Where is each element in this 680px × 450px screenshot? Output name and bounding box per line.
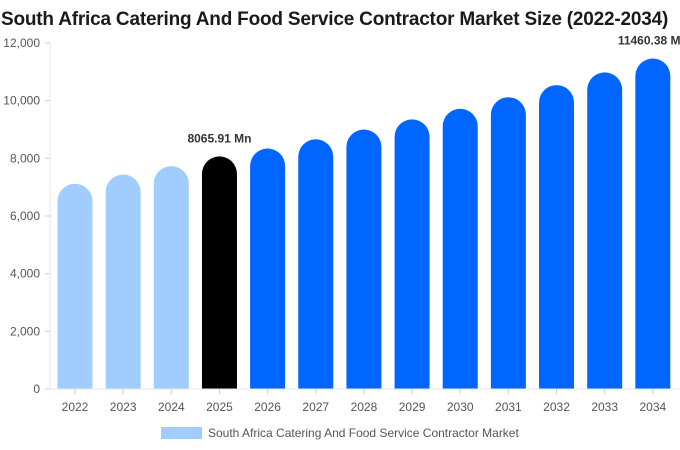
y-tick-label: 10,000 <box>3 94 40 108</box>
y-tick-label: 4,000 <box>10 267 40 281</box>
x-tick-label: 2034 <box>639 400 666 414</box>
y-tick-label: 6,000 <box>10 209 40 223</box>
data-label-2034: 11460.38 Mn <box>618 34 680 48</box>
bar-2029 <box>394 119 430 390</box>
y-tick-label: 2,000 <box>10 324 40 338</box>
bar-2026 <box>250 148 286 389</box>
bar-2024 <box>153 166 189 389</box>
y-tick-label: 12,000 <box>3 36 40 50</box>
data-labels: 8065.91 Mn 11460.38 Mn <box>187 34 680 146</box>
bar-2022 <box>57 183 93 389</box>
y-tick-label: 0 <box>33 382 40 396</box>
bar-2027 <box>298 139 334 389</box>
x-tick-label: 2026 <box>254 400 281 414</box>
chart-title: South Africa Catering And Food Service C… <box>1 9 669 30</box>
legend-swatch <box>161 427 202 439</box>
bar-2032 <box>539 85 575 389</box>
legend: South Africa Catering And Food Service C… <box>161 426 519 440</box>
bar-2028 <box>346 129 382 389</box>
bar-2034 <box>635 58 671 389</box>
bar-2030 <box>442 108 478 390</box>
bar-2025 <box>201 156 237 389</box>
x-tick-label: 2033 <box>591 400 618 414</box>
bar-2023 <box>105 174 141 389</box>
x-tick-label: 2030 <box>447 400 474 414</box>
y-axis: 0 2,000 4,000 6,000 8,000 10,000 12,000 <box>3 36 51 396</box>
y-tick-label: 8,000 <box>10 151 40 165</box>
x-tick-label: 2031 <box>495 400 522 414</box>
x-tick-label: 2024 <box>158 400 185 414</box>
x-tick-label: 2032 <box>543 400 570 414</box>
x-tick-label: 2023 <box>110 400 137 414</box>
bar-2033 <box>587 72 623 389</box>
bars <box>57 58 671 390</box>
legend-label: South Africa Catering And Food Service C… <box>208 426 519 440</box>
x-tick-label: 2028 <box>351 400 378 414</box>
x-tick-label: 2025 <box>206 400 233 414</box>
x-axis: 2022 2023 2024 2025 2026 2027 2028 2029 2030 2031… <box>50 388 680 414</box>
x-tick-label: 2027 <box>302 400 329 414</box>
bar-2031 <box>490 97 526 389</box>
x-tick-label: 2029 <box>399 400 426 414</box>
x-tick-label: 2022 <box>62 400 89 414</box>
data-label-2025: 8065.91 Mn <box>187 131 251 145</box>
